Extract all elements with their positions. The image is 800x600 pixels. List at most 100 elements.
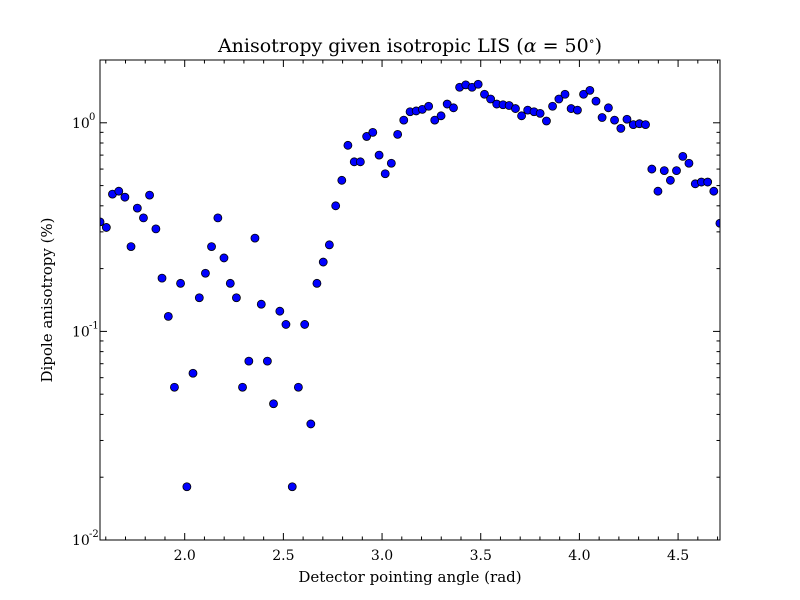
data-point xyxy=(337,175,347,185)
data-point xyxy=(604,103,613,113)
y-tick-label: 10 0 xyxy=(72,112,95,132)
x-axis-label: Detector pointing angle (rad) xyxy=(298,568,521,586)
data-point xyxy=(132,203,142,213)
y-axis-label: Dipole anisotropy (%) xyxy=(38,217,56,382)
axis-ticks xyxy=(100,60,720,541)
y-tick-label: 10 -2 xyxy=(72,529,99,549)
data-point xyxy=(672,166,681,176)
data-point xyxy=(238,382,247,392)
data-point xyxy=(269,399,278,409)
data-point xyxy=(684,158,694,168)
data-point xyxy=(517,111,526,121)
data-point xyxy=(232,293,241,303)
data-point xyxy=(151,224,161,234)
data-point xyxy=(114,186,124,196)
data-point xyxy=(287,482,297,492)
data-point xyxy=(486,94,496,104)
data-point xyxy=(511,104,520,113)
data-point xyxy=(306,419,316,429)
y-tick-label-exponent: 0 xyxy=(89,112,95,123)
data-point xyxy=(560,89,570,99)
y-tick-label-exponent: -2 xyxy=(89,529,99,540)
data-point xyxy=(275,306,285,316)
data-point xyxy=(362,132,372,141)
y-tick-label-base: 10 xyxy=(72,116,90,132)
data-point xyxy=(145,190,154,200)
data-point xyxy=(430,115,440,125)
data-point xyxy=(207,242,216,251)
plot-area-frame xyxy=(99,59,721,541)
x-tick-label: 3.5 xyxy=(470,548,492,564)
data-point xyxy=(368,127,378,137)
x-tick-label: 2.5 xyxy=(272,548,294,564)
data-point xyxy=(473,79,483,89)
data-point xyxy=(250,233,260,243)
data-point xyxy=(126,242,136,251)
data-point xyxy=(262,356,272,366)
x-tick-label: 4.5 xyxy=(667,548,689,564)
data-point xyxy=(256,299,266,309)
data-point xyxy=(225,278,235,288)
data-point xyxy=(709,186,719,196)
y-tick-label-base: 10 xyxy=(72,533,90,549)
data-point xyxy=(139,213,148,223)
data-point xyxy=(480,89,489,99)
data-point xyxy=(188,368,198,378)
data-point xyxy=(535,108,545,118)
data-point xyxy=(647,164,657,174)
data-point xyxy=(380,169,390,179)
data-point xyxy=(610,115,619,125)
data-point xyxy=(678,152,688,161)
data-point xyxy=(659,166,669,176)
y-tick-label-base: 10 xyxy=(72,324,90,340)
data-point xyxy=(591,96,601,106)
data-point xyxy=(573,105,582,115)
data-point xyxy=(355,157,365,167)
data-point xyxy=(244,356,254,366)
x-tick-label: 4.0 xyxy=(568,548,590,564)
data-point xyxy=(324,240,334,250)
data-point xyxy=(579,89,588,99)
data-point xyxy=(182,482,192,492)
data-point xyxy=(281,320,291,329)
data-point xyxy=(442,99,452,109)
data-point xyxy=(585,85,595,95)
data-points xyxy=(100,79,720,492)
data-point xyxy=(641,120,650,130)
data-point xyxy=(554,94,564,104)
data-point xyxy=(653,186,663,196)
x-tick-label: 2.0 xyxy=(174,548,196,564)
data-point xyxy=(542,116,551,126)
data-point xyxy=(163,311,173,321)
data-point xyxy=(213,213,223,223)
data-point xyxy=(101,223,111,232)
data-point xyxy=(393,129,403,139)
data-point xyxy=(201,268,210,278)
data-point xyxy=(622,114,632,124)
data-point xyxy=(665,175,675,185)
data-point xyxy=(616,123,626,133)
data-point xyxy=(194,293,204,303)
data-point xyxy=(312,278,322,288)
data-point xyxy=(424,101,434,111)
data-point xyxy=(548,101,557,111)
x-tick-label: 3.0 xyxy=(371,548,393,564)
data-point xyxy=(374,150,384,160)
data-point xyxy=(318,257,328,267)
data-point xyxy=(436,111,446,121)
data-point xyxy=(343,140,353,150)
data-point xyxy=(120,192,130,202)
y-tick-label-exponent: -1 xyxy=(89,320,99,331)
data-point xyxy=(386,158,396,168)
data-point xyxy=(300,320,310,329)
data-point xyxy=(399,115,409,125)
data-point xyxy=(703,177,713,187)
data-point xyxy=(597,113,607,122)
data-point xyxy=(157,273,167,283)
data-point xyxy=(176,278,185,288)
data-point xyxy=(449,103,458,113)
data-point xyxy=(219,253,229,263)
